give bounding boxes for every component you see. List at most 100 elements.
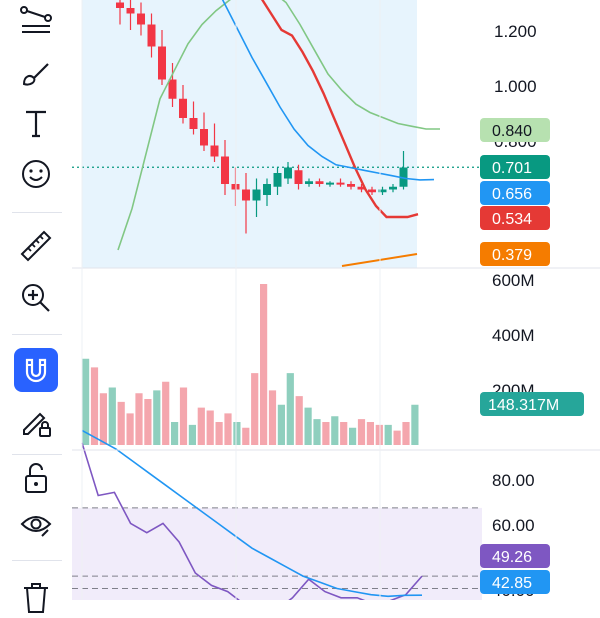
trash-tool-icon [24,583,48,613]
emoji-tool[interactable] [14,152,58,196]
volume-bar [375,424,383,445]
candle-body [326,182,334,185]
ma-mid-price-tag: 0.656 [480,181,550,205]
volume-bar [171,422,179,445]
volume-bar [295,396,303,445]
volume-bar [82,358,90,445]
text-tool[interactable] [14,102,58,146]
candle-body [315,181,324,184]
other-price-tag: 0.379 [480,242,550,266]
volume-bar [393,430,401,445]
volume-bar [251,373,259,445]
candle-body [158,46,166,80]
volume-bar [215,422,223,445]
ruler-tool[interactable] [14,224,58,268]
osc-axis-tick: 60.00 [492,516,535,535]
delete-drawings-tool[interactable] [14,574,58,618]
volume-tag-text: 148.317M [488,397,559,414]
candle-body [137,13,145,25]
osc-line2-tag-text: 42.85 [492,575,532,592]
chart-area[interactable]: 1.200 1.000 0.800 600M 400M 200M 80.00 6… [72,0,600,600]
candle-body [294,170,303,184]
unlock-tool-icon [25,463,47,493]
osc-band-fill [72,507,482,600]
volume-pane[interactable] [82,284,419,445]
brush-tool[interactable] [14,52,58,96]
ma-slow-price-tag-text: 0.840 [492,123,532,140]
volume-bar [197,407,205,445]
volume-bar [144,399,152,445]
volume-bar [322,422,330,445]
volume-bar [384,424,392,445]
unlock-tool[interactable] [14,456,58,500]
volume-axis-tick: 400M [492,326,535,345]
ma-slow-price-tag: 0.840 [480,118,550,142]
price-shading [82,0,417,268]
ma-fast-price-tag: 0.534 [480,206,550,230]
osc-line1-tag: 49.26 [480,544,550,568]
volume-bar [233,422,241,445]
volume-bar [304,407,312,445]
volume-bar [188,424,196,445]
ma-fast-price-tag-text: 0.534 [492,211,532,228]
candle-body [305,181,313,184]
candle-body [126,8,135,14]
moving-average-line [221,0,435,181]
candle-body [179,98,187,118]
candle-body [147,24,156,47]
toolbar-divider [12,212,62,213]
osc-line2-tag: 42.85 [480,570,550,594]
candle-body [378,189,387,193]
candle-body [389,186,397,190]
last-price-tag: 0.701 [480,155,550,179]
emoji-tool-icon [22,160,50,188]
toolbar-divider [12,454,62,455]
candle-body [273,173,282,187]
volume-bar [135,393,143,445]
volume-bar [286,373,294,445]
volume-bar [313,419,321,445]
chart-canvas[interactable]: 1.200 1.000 0.800 600M 400M 200M 80.00 6… [72,0,600,600]
text-tool-icon [26,110,46,138]
candle-body [284,167,292,179]
oscillator-line [81,429,423,598]
toolbar-divider [12,560,62,561]
moving-average-line [117,0,440,251]
candle-body [357,186,366,190]
hide-drawings-tool[interactable] [14,502,58,546]
candle-body [210,145,219,157]
trend-line-tool[interactable] [14,0,58,44]
volume-bar [108,387,116,445]
magnet-tool[interactable] [14,348,58,392]
volume-bar [402,422,410,445]
zoom-in-tool[interactable] [14,276,58,320]
oscillator-pane[interactable] [72,429,482,600]
candle-body [263,184,271,195]
price-scale[interactable]: 1.200 1.000 0.800 600M 400M 200M 80.00 6… [492,22,537,600]
volume-bar [179,387,188,445]
candle-body [200,129,208,146]
volume-bar [206,410,214,445]
candle-body [189,118,198,129]
price-axis-tick: 1.000 [494,77,537,96]
brush-tool-icon [22,63,49,86]
volume-bar [349,427,357,445]
oscillator-line [81,442,423,600]
toolbar-divider [12,334,62,335]
osc-line1-tag-text: 49.26 [492,549,532,566]
moving-average-line [260,0,419,219]
volume-bar [411,404,419,445]
lock-drawings-tool-icon [23,412,51,437]
candle-body [347,184,355,187]
last-price-tag-text: 0.701 [492,160,532,177]
volume-bar [99,393,107,445]
ruler-tool-icon [20,230,52,262]
price-pane[interactable] [72,0,480,268]
candle-body [168,79,177,99]
volume-bar [331,416,339,445]
lock-drawings-tool[interactable] [14,400,58,444]
volume-bar [117,401,125,445]
volume-tag: 148.317M [480,392,584,416]
volume-bar [90,367,99,445]
candle-body [252,189,261,201]
